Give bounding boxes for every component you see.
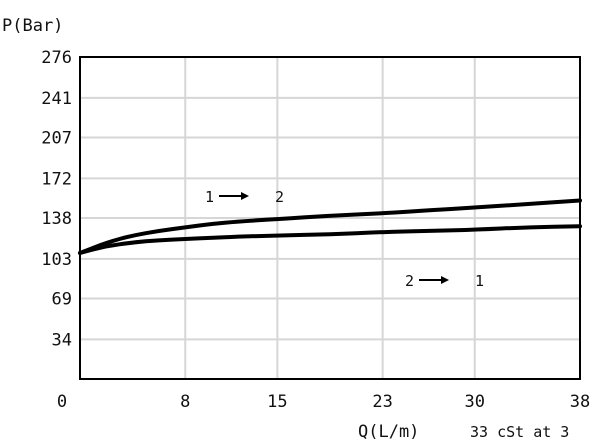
y-tick-label: 69 xyxy=(52,290,72,310)
curve-labels: 1 2 2 1 xyxy=(205,188,484,290)
y-axis-label: P(Bar) xyxy=(2,16,63,36)
y-tick-label: 207 xyxy=(41,129,72,149)
x-tick-label: 8 xyxy=(180,392,190,412)
plot-frame xyxy=(79,56,581,380)
x-tick-label: 15 xyxy=(267,392,287,412)
curve-label-to-0: 2 xyxy=(275,188,284,206)
y-tick-label: 241 xyxy=(41,89,72,109)
x-tick-label: 38 xyxy=(570,392,590,412)
arrow-head-icon xyxy=(441,276,449,284)
arrow-head-icon xyxy=(241,192,249,200)
y-tick-label: 34 xyxy=(52,330,72,350)
curve-label-from-0: 1 xyxy=(205,188,214,206)
x-tick-label: 23 xyxy=(372,392,392,412)
y-tick-label: 276 xyxy=(41,48,72,68)
curves xyxy=(78,198,582,255)
curve-label-from-1: 2 xyxy=(405,272,414,290)
viscosity-note: 33 cSt at 3 xyxy=(470,423,569,441)
grid-lines xyxy=(80,57,580,379)
x-tick-label: 30 xyxy=(464,392,484,412)
y-tick-label: 103 xyxy=(41,250,72,270)
y-tick-label: 172 xyxy=(41,169,72,189)
series-line-1 xyxy=(78,224,582,255)
x-axis-label: Q(L/m) xyxy=(358,422,419,442)
y-tick-label: 138 xyxy=(41,209,72,229)
tick-labels: 0 8 15 23 30 38 34 69 103 138 172 207 241 276 xyxy=(41,48,590,412)
series-line-0 xyxy=(78,198,582,255)
curve-label-to-1: 1 xyxy=(475,272,484,290)
x-tick-label: 0 xyxy=(57,392,67,412)
